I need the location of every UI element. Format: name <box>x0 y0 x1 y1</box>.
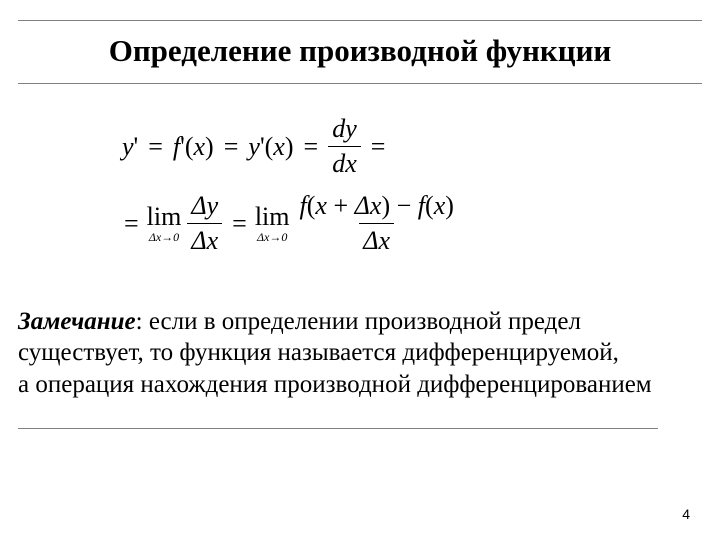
bottom-rule <box>18 428 658 429</box>
sym-dx: Δx <box>355 191 382 220</box>
sym-f2: f <box>418 191 425 220</box>
formula-block: y' = f'(x) = y'(x) = dy dx = = lim Δx→0 … <box>18 114 702 256</box>
sym-x2: x <box>273 132 285 161</box>
numerator: Δy <box>187 191 222 223</box>
lim-1: lim Δx→0 <box>147 202 182 245</box>
sym-minus: − <box>397 191 412 220</box>
eq-sign: = <box>148 132 163 162</box>
frac-dy-dx: dy dx <box>328 114 361 179</box>
slide-title: Определение производной функции <box>18 33 702 69</box>
denominator: Δx <box>187 223 222 256</box>
lim-sub: Δx→0 <box>257 230 287 245</box>
remark-paragraph: Замечание: если в определении производно… <box>18 306 702 400</box>
denominator: dx <box>328 146 361 179</box>
sym-x2: x <box>434 191 446 220</box>
remark-label: Замечание <box>18 308 136 335</box>
eq-sign: = <box>124 209 139 239</box>
term-y-prime: y' <box>122 132 138 162</box>
lim-word: lim <box>147 202 182 232</box>
term-f-prime-x: f'(x) <box>173 132 214 162</box>
sym-y: y <box>122 132 134 161</box>
page-number: 4 <box>682 506 690 522</box>
eq-sign: = <box>304 132 319 162</box>
eq-sign: = <box>232 209 247 239</box>
sym-plus: + <box>333 191 348 220</box>
title-container: Определение производной функции <box>18 20 702 84</box>
sym-prime: ' <box>134 132 139 161</box>
sym-x: x <box>194 132 206 161</box>
lim-word: lim <box>255 202 290 232</box>
sym-y2: y <box>248 132 260 161</box>
sym-f: f <box>300 191 307 220</box>
eq-sign: = <box>371 132 386 162</box>
formula-line-2: = lim Δx→0 Δy Δx = lim Δx→0 f(x + Δx) − … <box>78 191 642 256</box>
frac-main: f(x + Δx) − f(x) Δx <box>296 191 458 256</box>
lim-sub: Δx→0 <box>149 230 179 245</box>
eq-sign: = <box>224 132 239 162</box>
lim-2: lim Δx→0 <box>255 202 290 245</box>
numerator: f(x + Δx) − f(x) <box>296 191 458 223</box>
denominator: Δx <box>359 223 394 256</box>
numerator: dy <box>328 114 361 146</box>
sym-x: x <box>315 191 327 220</box>
formula-line-1: y' = f'(x) = y'(x) = dy dx = <box>78 114 642 179</box>
term-y-prime-x: y'(x) <box>248 132 293 162</box>
frac-delta: Δy Δx <box>187 191 222 256</box>
